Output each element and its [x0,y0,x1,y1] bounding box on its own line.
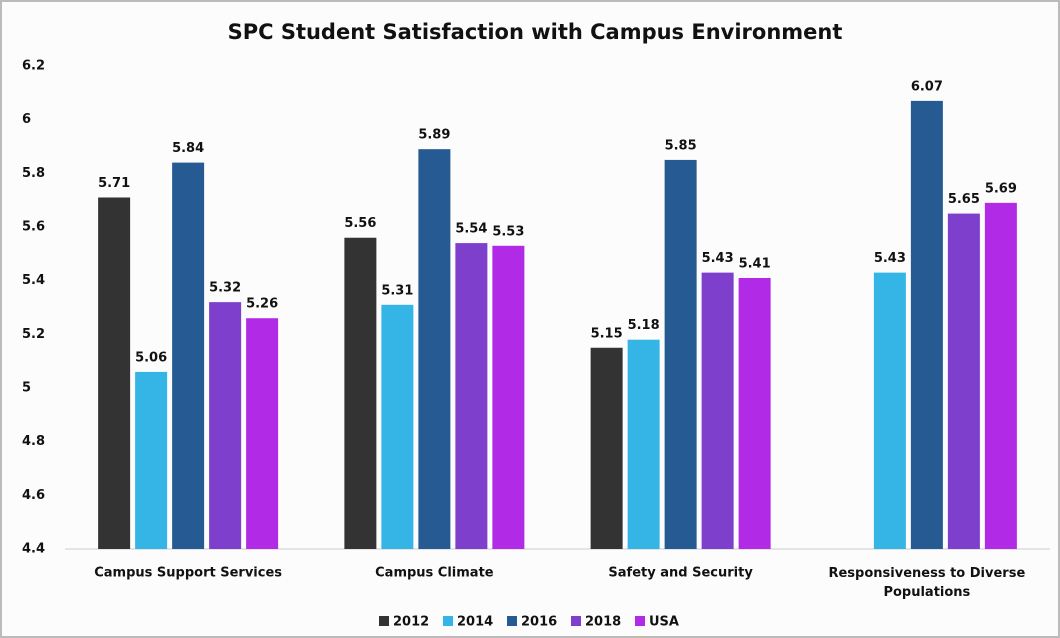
x-tick-label: Safety and Security [608,566,753,581]
value-label: 5.31 [381,283,413,298]
bar [344,237,377,549]
bar [492,245,525,550]
bar [455,243,488,549]
value-label: 5.56 [344,216,376,231]
value-label: 5.06 [135,350,167,365]
y-tick-label: 5 [22,381,31,396]
legend-swatch [635,616,645,626]
value-label: 5.15 [591,326,623,341]
y-tick-label: 5.4 [22,273,45,288]
y-tick-label: 6 [22,112,31,127]
y-tick-label: 5.8 [22,166,45,181]
value-label: 5.32 [209,281,241,296]
value-label: 5.69 [985,181,1017,196]
y-tick-label: 5.2 [22,327,45,342]
value-label: 5.89 [418,128,450,143]
bar [135,371,168,549]
value-label: 5.53 [492,224,524,239]
bar [910,100,943,549]
bar [209,302,242,549]
legend-label: USA [649,615,679,630]
bar [664,159,697,549]
bar [984,202,1017,549]
y-tick-label: 4.8 [22,434,45,449]
bar [873,272,906,549]
y-tick-label: 4.6 [22,488,45,503]
legend-swatch [443,616,453,626]
value-label: 5.18 [628,318,660,333]
value-label: 6.07 [911,79,943,94]
x-tick-label: Campus Support Services [94,566,282,581]
value-label: 5.43 [702,251,734,266]
y-tick-label: 5.6 [22,220,45,235]
bar [590,347,623,549]
bar [701,272,734,549]
legend-swatch [507,616,517,626]
y-tick-label: 6.2 [22,59,45,74]
bar [98,197,131,549]
bar [381,304,414,549]
y-tick-label: 4.4 [22,542,45,557]
value-label: 5.41 [739,256,771,271]
x-tick-label: Campus Climate [375,566,494,581]
bar [947,213,980,550]
legend-label: 2014 [457,615,493,630]
value-label: 5.84 [172,141,204,156]
bar [418,149,451,549]
x-tick-label: Responsiveness to Diverse Populations [828,566,1025,600]
bar [738,277,771,549]
value-label: 5.43 [874,251,906,266]
legend-swatch [571,616,581,626]
value-label: 5.85 [665,138,697,153]
value-label: 5.26 [246,297,278,312]
value-label: 5.54 [455,222,487,237]
value-label: 5.65 [948,192,980,207]
legend-label: 2016 [521,615,557,630]
bar [627,339,660,549]
bar [246,318,279,549]
legend-label: 2012 [393,615,429,630]
chart-title: SPC Student Satisfaction with Campus Env… [228,20,843,44]
value-label: 5.71 [98,176,130,191]
legend-label: 2018 [585,615,621,630]
bar [172,162,205,549]
legend-swatch [379,616,389,626]
